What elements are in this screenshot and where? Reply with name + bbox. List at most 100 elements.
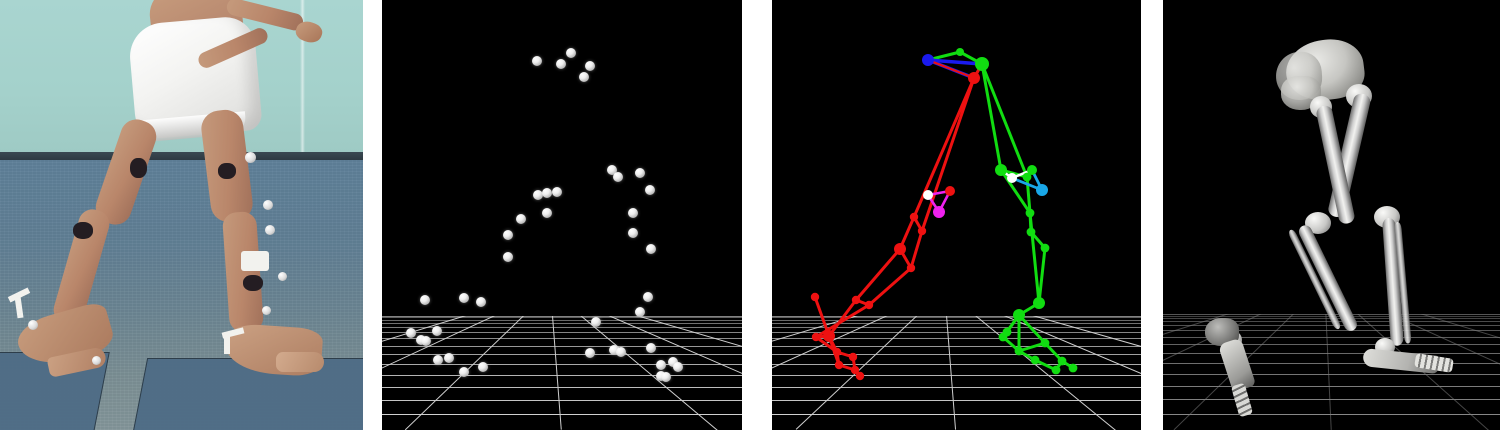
panel-skeletal-model xyxy=(1163,0,1500,430)
marker-point xyxy=(458,292,470,304)
model-segment xyxy=(814,303,871,339)
marker-point xyxy=(532,189,544,201)
model-segment xyxy=(926,58,976,80)
marker-point xyxy=(627,227,639,239)
grid-line-horizontal xyxy=(772,332,1141,333)
model-joint xyxy=(906,263,916,273)
model-joint xyxy=(1025,208,1035,218)
grid-line-depth xyxy=(1324,314,1500,430)
model-joint xyxy=(1051,365,1061,375)
grid-line-horizontal xyxy=(382,400,742,401)
grid-line-horizontal xyxy=(1163,386,1500,387)
model-segment xyxy=(980,62,1029,179)
model-segment xyxy=(999,168,1032,215)
grid-line-horizontal xyxy=(382,332,742,333)
marker-point xyxy=(660,371,672,383)
model-joint xyxy=(894,243,906,255)
marker-cluster-right-thigh xyxy=(218,163,236,179)
marker-point xyxy=(565,47,577,59)
model-joint xyxy=(864,300,874,310)
model-joint xyxy=(1068,363,1078,373)
grid-line-horizontal xyxy=(772,354,1141,355)
model-joint xyxy=(995,164,1007,176)
grid-line-horizontal xyxy=(772,316,1141,317)
marker-point xyxy=(634,306,646,318)
ground-grid-markers xyxy=(382,316,742,430)
grid-line-horizontal xyxy=(772,364,1141,365)
model-joint xyxy=(917,226,927,236)
model-joint xyxy=(1002,327,1012,337)
marker-cluster-left-knee xyxy=(130,158,147,178)
marker-cluster-left-shank xyxy=(73,222,93,239)
model-joint xyxy=(968,72,980,84)
model-joint xyxy=(975,57,989,71)
marker-point xyxy=(443,352,455,364)
grid-line-horizontal xyxy=(382,323,742,324)
kinematic-model-viewport xyxy=(772,0,1141,430)
grid-line-depth xyxy=(405,316,552,430)
model-segment xyxy=(867,266,913,307)
marker-point xyxy=(645,243,657,255)
bone-left-knee xyxy=(1305,212,1331,234)
marker-wand-right-heel-stem xyxy=(224,334,230,354)
grid-line-horizontal xyxy=(1163,414,1500,415)
grid-line-horizontal xyxy=(382,364,742,365)
subject-right-toes xyxy=(276,352,324,372)
wall-baseboard xyxy=(0,152,363,161)
grid-line-depth xyxy=(1323,314,1332,430)
model-joint xyxy=(1014,346,1024,356)
grid-line-depth xyxy=(550,316,742,430)
marker-point xyxy=(531,55,543,67)
marker-point xyxy=(642,291,654,303)
marker-left-ankle xyxy=(28,320,38,330)
marker-point xyxy=(458,366,470,378)
grid-line-depth xyxy=(550,316,562,430)
model-segment xyxy=(920,76,976,233)
grid-line-horizontal xyxy=(772,400,1141,401)
model-joint xyxy=(1013,309,1025,321)
model-joint xyxy=(1040,338,1050,348)
marker-point xyxy=(405,327,417,339)
grid-line-horizontal xyxy=(1163,330,1500,331)
model-joint xyxy=(810,292,820,302)
force-plate-mat-right xyxy=(132,358,363,430)
model-joint xyxy=(922,54,934,66)
grid-line-horizontal xyxy=(772,316,1141,317)
marker-point xyxy=(667,356,679,368)
marker-point xyxy=(431,325,443,337)
marker-left-toe xyxy=(92,356,101,365)
model-joint xyxy=(956,48,964,56)
model-joint xyxy=(855,371,865,381)
grid-line-horizontal xyxy=(382,327,742,328)
marker-point xyxy=(655,359,667,371)
grid-line-horizontal xyxy=(382,414,742,415)
grid-line-horizontal xyxy=(382,338,742,339)
grid-line-horizontal xyxy=(772,338,1141,339)
marker-point xyxy=(477,361,489,373)
model-segment xyxy=(1028,211,1041,305)
model-joint xyxy=(851,295,861,305)
model-segment xyxy=(909,229,924,270)
model-segment xyxy=(1017,313,1047,345)
marker-point xyxy=(608,344,620,356)
ground-grid-model xyxy=(772,316,1141,430)
grid-line-horizontal xyxy=(1163,363,1500,364)
grid-line-horizontal xyxy=(382,387,742,388)
marker-point xyxy=(555,58,567,70)
grid-line-depth xyxy=(1324,314,1500,430)
model-joint xyxy=(1040,243,1050,253)
panel-kinematic-model xyxy=(772,0,1141,430)
grid-line-horizontal xyxy=(1163,399,1500,400)
model-segment xyxy=(827,298,858,338)
marker-shank-right-1 xyxy=(278,272,287,281)
grid-line-horizontal xyxy=(382,346,742,347)
grid-line-horizontal xyxy=(772,327,1141,328)
model-segment xyxy=(926,58,984,66)
marker-point xyxy=(584,60,596,72)
panel-video-frame xyxy=(0,0,363,430)
grid-line-horizontal xyxy=(1163,374,1500,375)
marker-point xyxy=(420,335,432,347)
grid-line-depth xyxy=(550,316,718,430)
marker-point xyxy=(584,347,596,359)
marker-point xyxy=(606,164,618,176)
